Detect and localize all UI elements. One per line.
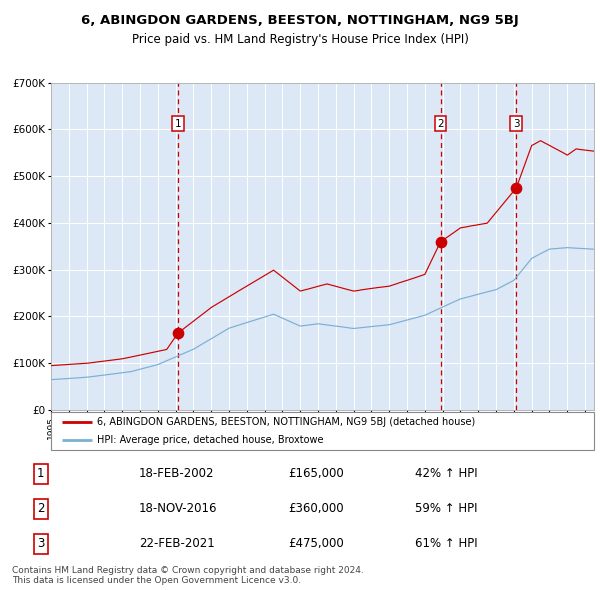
Point [512, 183, 521, 192]
Text: 1: 1 [37, 467, 44, 480]
Text: £165,000: £165,000 [289, 467, 344, 480]
Text: 18-FEB-2002: 18-FEB-2002 [139, 467, 214, 480]
Text: 3: 3 [37, 537, 44, 550]
Text: 18-NOV-2016: 18-NOV-2016 [139, 502, 217, 516]
Text: HPI: Average price, detached house, Broxtowe: HPI: Average price, detached house, Brox… [97, 435, 323, 444]
Text: 6, ABINGDON GARDENS, BEESTON, NOTTINGHAM, NG9 5BJ (detached house): 6, ABINGDON GARDENS, BEESTON, NOTTINGHAM… [97, 418, 475, 427]
Point [436, 237, 445, 247]
Text: 61% ↑ HPI: 61% ↑ HPI [415, 537, 478, 550]
Text: 22-FEB-2021: 22-FEB-2021 [139, 537, 214, 550]
Text: Contains HM Land Registry data © Crown copyright and database right 2024.
This d: Contains HM Land Registry data © Crown c… [12, 566, 364, 585]
Text: 42% ↑ HPI: 42% ↑ HPI [415, 467, 478, 480]
Text: £360,000: £360,000 [289, 502, 344, 516]
Text: 1: 1 [175, 119, 181, 129]
Point [173, 328, 183, 337]
Text: 6, ABINGDON GARDENS, BEESTON, NOTTINGHAM, NG9 5BJ: 6, ABINGDON GARDENS, BEESTON, NOTTINGHAM… [81, 14, 519, 27]
Text: 59% ↑ HPI: 59% ↑ HPI [415, 502, 478, 516]
Text: 2: 2 [37, 502, 44, 516]
Text: Price paid vs. HM Land Registry's House Price Index (HPI): Price paid vs. HM Land Registry's House … [131, 33, 469, 46]
Text: 2: 2 [437, 119, 444, 129]
Text: £475,000: £475,000 [289, 537, 344, 550]
Text: 3: 3 [513, 119, 520, 129]
